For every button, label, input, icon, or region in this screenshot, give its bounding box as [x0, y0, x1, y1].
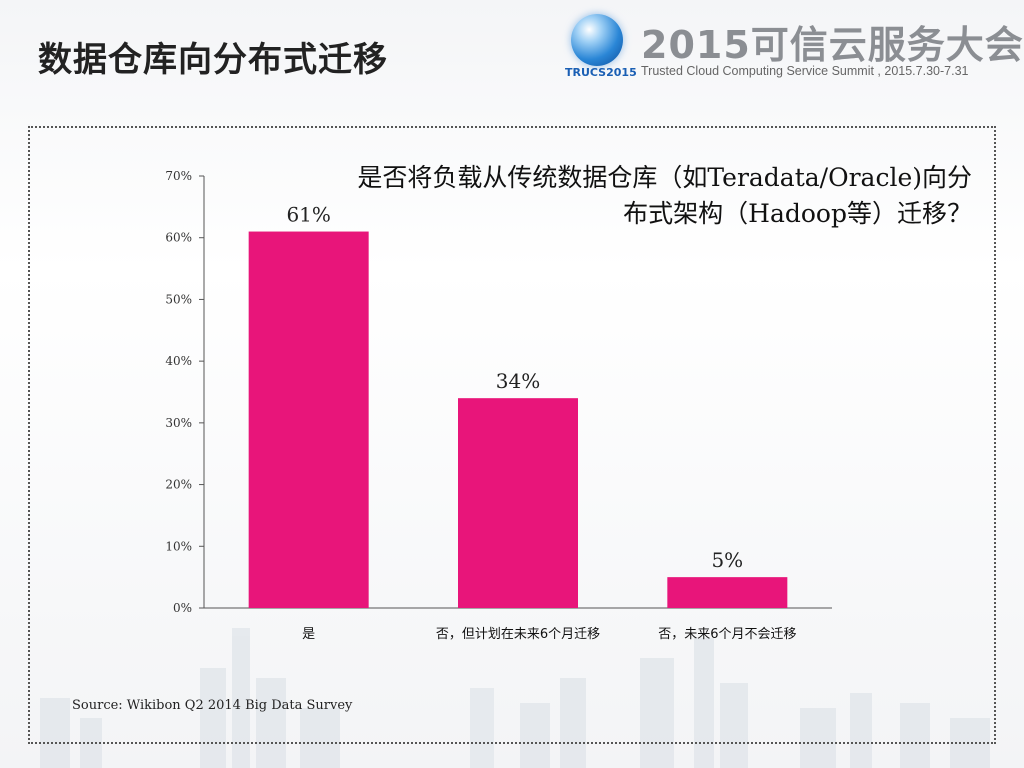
summit-title: 2015可信云服务大会 — [641, 23, 1024, 67]
y-tick-label: 20% — [165, 478, 192, 492]
data-label: 61% — [286, 203, 330, 227]
data-label: 34% — [496, 369, 540, 393]
logo-text: TRUCS2015 — [565, 66, 637, 79]
bar — [458, 398, 578, 608]
y-tick-label: 30% — [165, 416, 192, 430]
y-tick-label: 50% — [165, 292, 192, 306]
y-tick-label: 70% — [165, 169, 192, 183]
bar — [667, 577, 788, 608]
category-label: 否，未来6个月不会迁移 — [658, 627, 796, 642]
data-label: 5% — [711, 548, 743, 572]
source-note: Source: Wikibon Q2 2014 Big Data Survey — [72, 698, 353, 713]
y-tick-label: 40% — [165, 354, 192, 368]
bar — [248, 231, 369, 609]
city-skyline-background — [40, 628, 990, 768]
globe-logo-icon — [571, 14, 623, 66]
summit-logo: TRUCS2015 2015可信云服务大会 Trusted Cloud Comp… — [565, 12, 1023, 88]
y-tick-label: 60% — [165, 231, 192, 245]
y-tick-label: 10% — [165, 539, 192, 553]
category-label: 否，但计划在未来6个月迁移 — [436, 627, 600, 642]
y-tick-label: 0% — [173, 601, 192, 615]
content-frame — [28, 126, 996, 744]
summit-subtitle: Trusted Cloud Computing Service Summit ,… — [641, 64, 969, 78]
category-label: 是 — [302, 627, 315, 642]
chart-title: 是否将负载从传统数据仓库（如Teradata/Oracle)向分布式架构（Had… — [357, 163, 972, 228]
slide-title: 数据仓库向分布式迁移 — [38, 40, 388, 80]
